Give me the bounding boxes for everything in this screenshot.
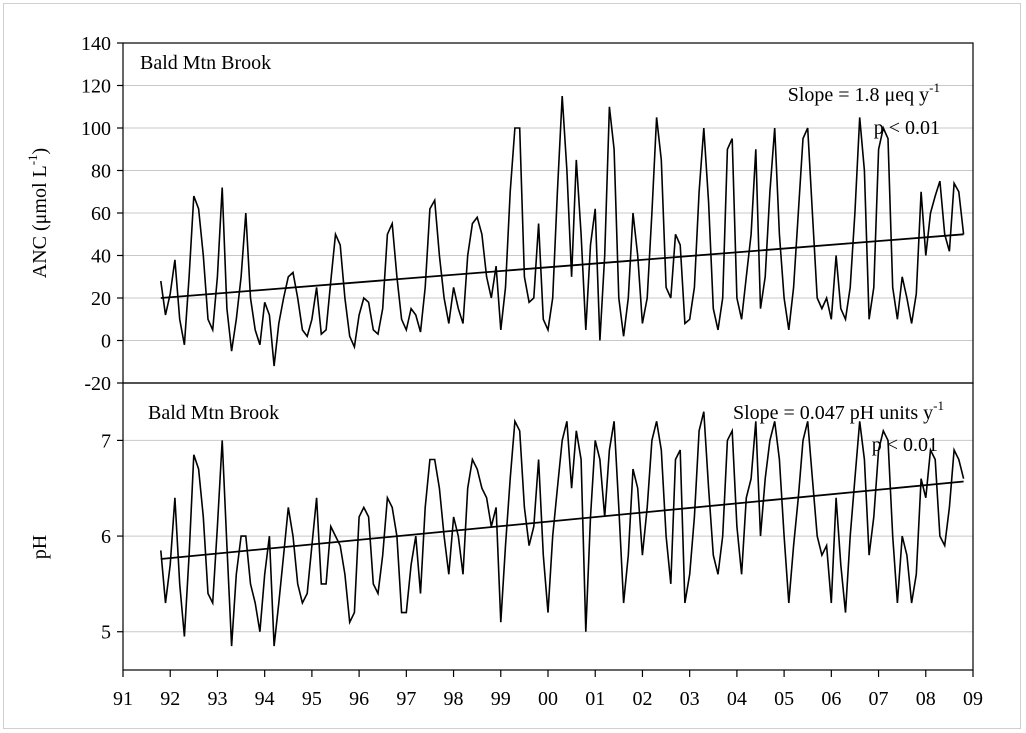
anc-gridlines <box>123 85 973 341</box>
ph-trend-line <box>160 480 964 560</box>
figure-frame <box>3 3 1021 729</box>
ph-y-tick-label: 6 <box>101 526 111 548</box>
anc-ylabel-end: ) <box>29 148 51 155</box>
ph-y-tick-label: 7 <box>101 430 111 452</box>
anc-y-tick-label: 0 <box>101 331 111 353</box>
anc-ylabel-main: ANC ( <box>29 224 51 278</box>
ph-y-tick-labels: 5 6 7 <box>101 430 123 644</box>
x-tick-label: 95 <box>302 688 322 710</box>
ph-y-axis-label: pH <box>29 535 51 559</box>
anc-slope-label: Slope = 1.8 μeq y-1 <box>788 80 940 106</box>
ph-plot-area <box>122 382 974 671</box>
anc-y-tick-label: 60 <box>91 203 111 225</box>
anc-series-line <box>160 96 965 367</box>
anc-y-tick-label: 100 <box>81 118 111 140</box>
anc-slope-text: Slope = 1.8 μeq y <box>788 84 929 106</box>
x-tick-label: 04 <box>727 688 747 710</box>
ph-slope-text: Slope = 0.047 pH units y <box>733 402 933 424</box>
x-tick-label: 01 <box>585 688 605 710</box>
anc-p-value-label: p < 0.01 <box>874 117 940 139</box>
anc-y-tick-label: 140 <box>81 33 111 55</box>
x-tick-label: 97 <box>396 688 416 710</box>
ph-site-label: Bald Mtn Brook <box>148 402 279 424</box>
x-tick-label: 98 <box>444 688 464 710</box>
anc-trend-line <box>160 233 964 299</box>
anc-y-tick-label: 120 <box>81 76 111 98</box>
ph-slope-label: Slope = 0.047 pH units y-1 <box>733 398 944 424</box>
anc-ylabel-rest: mol L <box>29 165 51 213</box>
x-tick-label: 94 <box>255 688 275 710</box>
ph-slope-superscript: -1 <box>933 398 944 413</box>
anc-ylabel-mu: μ <box>29 214 51 225</box>
anc-y-tick-label: 20 <box>91 288 111 310</box>
x-tick-label: 03 <box>680 688 700 710</box>
x-tick-label: 09 <box>963 688 983 710</box>
anc-slope-superscript: -1 <box>929 80 940 95</box>
x-tick-label: 06 <box>821 688 841 710</box>
anc-y-tick-label: 80 <box>91 161 111 183</box>
ph-panel: 5 6 7 Bald Mtn Brook Slope = 0.047 pH unit… <box>29 382 974 671</box>
x-tick-label: 92 <box>160 688 180 710</box>
ph-gridlines <box>123 439 973 633</box>
ph-y-tick-label: 5 <box>101 622 111 644</box>
anc-y-axis-label: ANC (μmol L-1) <box>25 148 51 278</box>
x-tick-label: 00 <box>538 688 558 710</box>
x-tick-label: 99 <box>491 688 511 710</box>
x-tick-label: 93 <box>207 688 227 710</box>
anc-panel: -20 0 20 40 60 80 100 120 140 Bald Mtn Brook Slo… <box>25 33 974 395</box>
x-axis: 91 92 93 94 95 96 97 98 99 00 01 02 03 04 05 06 07 08 09 <box>113 670 983 710</box>
x-tick-label: 07 <box>869 688 889 710</box>
anc-site-label: Bald Mtn Brook <box>140 52 271 74</box>
anc-y-tick-labels: -20 0 20 40 60 80 100 120 140 <box>81 33 123 395</box>
ph-p-value-label: p < 0.01 <box>872 434 938 456</box>
x-tick-label: 91 <box>113 688 133 710</box>
anc-y-tick-label: 40 <box>91 246 111 268</box>
ph-series-line <box>160 411 965 647</box>
x-tick-label: 96 <box>349 688 369 710</box>
x-tick-label: 05 <box>774 688 794 710</box>
x-tick-label: 08 <box>916 688 936 710</box>
anc-ylabel-superscript: -1 <box>25 154 40 165</box>
anc-y-tick-label: -20 <box>84 373 111 395</box>
x-tick-label: 02 <box>632 688 652 710</box>
